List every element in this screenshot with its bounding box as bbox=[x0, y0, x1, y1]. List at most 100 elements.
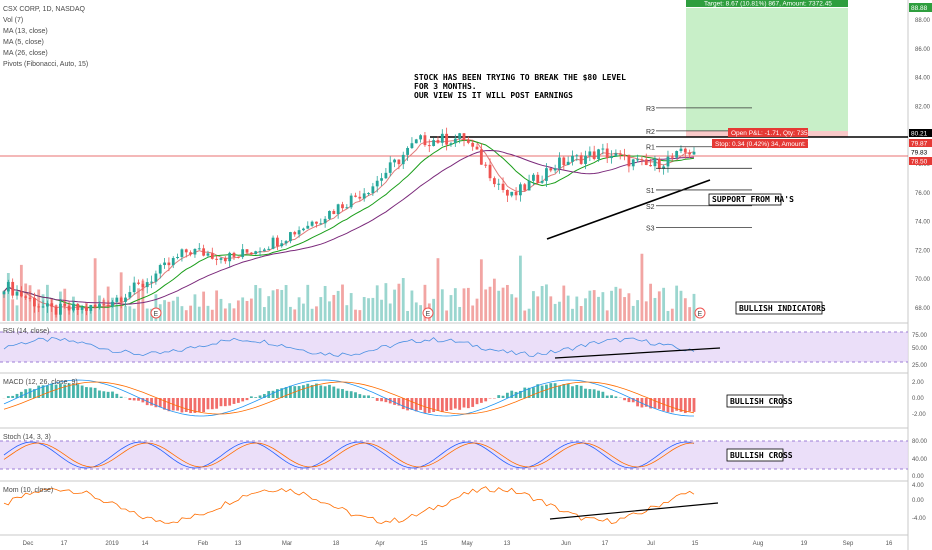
volume-bar bbox=[15, 305, 19, 321]
candle bbox=[501, 183, 505, 190]
volume-bar bbox=[562, 285, 566, 321]
candle bbox=[662, 166, 666, 169]
candle bbox=[171, 258, 175, 266]
volume-bar bbox=[553, 303, 557, 321]
candle bbox=[141, 283, 145, 288]
macd-bar bbox=[527, 387, 531, 398]
macd-bar bbox=[319, 385, 323, 398]
macd-bar bbox=[636, 398, 639, 407]
volume-bar bbox=[432, 298, 436, 321]
macd-bar bbox=[445, 398, 449, 411]
svg-text:80.00: 80.00 bbox=[912, 439, 928, 445]
macd-bar bbox=[158, 398, 162, 408]
time-tick: Feb bbox=[198, 541, 209, 547]
macd-bar bbox=[6, 396, 10, 398]
candle bbox=[527, 180, 531, 191]
macd-bar bbox=[371, 397, 375, 398]
macd-bar bbox=[115, 393, 119, 398]
candle bbox=[475, 146, 479, 150]
macd-bar bbox=[45, 385, 49, 398]
candle bbox=[258, 251, 262, 253]
price-axis[interactable]: 88.0086.0084.0082.0080.0078.0076.0074.00… bbox=[909, 3, 932, 312]
volume-bar bbox=[180, 306, 184, 321]
candle bbox=[341, 204, 344, 209]
macd-bar bbox=[349, 391, 353, 398]
candle bbox=[106, 305, 110, 307]
candle bbox=[289, 232, 292, 242]
candle bbox=[275, 237, 279, 247]
volume-bar bbox=[302, 303, 305, 321]
candle bbox=[93, 304, 97, 308]
volume-bar bbox=[197, 306, 201, 321]
volume-bar bbox=[688, 307, 692, 321]
candle bbox=[267, 248, 271, 250]
macd-bar bbox=[354, 392, 357, 398]
price-flag bbox=[909, 3, 932, 12]
macd-bar bbox=[32, 389, 36, 398]
svg-text:-4.00: -4.00 bbox=[912, 516, 926, 522]
macd-bar bbox=[193, 398, 197, 413]
candle bbox=[202, 248, 206, 256]
earnings-marker-2[interactable]: E bbox=[422, 307, 434, 319]
macd-bar bbox=[553, 383, 557, 398]
volume-bar bbox=[349, 293, 353, 321]
volume-bar bbox=[115, 304, 119, 321]
candle bbox=[488, 164, 492, 179]
macd-bullish-cross-label: BULLISH CROSS bbox=[730, 397, 793, 406]
macd-bar bbox=[11, 395, 15, 398]
candle bbox=[154, 273, 158, 282]
legend-pivots: Pivots (Fibonacci, Auto, 15) bbox=[3, 61, 88, 68]
volume-bar bbox=[184, 310, 188, 321]
candle bbox=[102, 304, 106, 306]
macd-bar bbox=[232, 398, 236, 404]
macd-bar bbox=[197, 398, 201, 413]
candle bbox=[510, 191, 514, 196]
volume-bar bbox=[605, 310, 609, 321]
volume-bar bbox=[501, 287, 505, 321]
time-axis[interactable]: Dec 17 2019 14 Feb 13 Mar 18 Apr 15 May 13 Jun 17 Jul 1… bbox=[23, 541, 893, 547]
macd-bar bbox=[206, 398, 210, 410]
legend-title: CSX CORP, 1D, NASDAQ bbox=[3, 6, 86, 13]
macd-bar bbox=[414, 398, 418, 412]
volume-bar bbox=[510, 294, 514, 321]
volume-bar bbox=[527, 308, 531, 321]
rsi-label: RSI (14, close) bbox=[3, 328, 49, 335]
macd-bar bbox=[76, 384, 80, 398]
macd-bar bbox=[610, 395, 613, 398]
volume-bar bbox=[289, 306, 292, 321]
volume-bar bbox=[319, 297, 323, 321]
volume-bar bbox=[571, 308, 574, 321]
volume-bar bbox=[137, 288, 140, 321]
macd-bar bbox=[657, 398, 661, 409]
volume-bar bbox=[102, 299, 106, 321]
candle bbox=[484, 164, 488, 166]
volume-bar bbox=[532, 291, 535, 321]
earnings-marker-1[interactable]: E bbox=[150, 307, 162, 319]
ma-5-line bbox=[3, 138, 695, 309]
candle bbox=[640, 159, 644, 161]
candle bbox=[367, 193, 370, 195]
volume-bar bbox=[479, 259, 483, 321]
macd-bar bbox=[501, 395, 505, 398]
macd-line bbox=[3, 379, 694, 417]
candle bbox=[280, 243, 284, 247]
volume-bar bbox=[241, 297, 245, 321]
candle bbox=[228, 252, 232, 262]
candle bbox=[358, 196, 362, 199]
macd-bar bbox=[28, 388, 32, 398]
volume-bar bbox=[445, 310, 449, 321]
candle bbox=[323, 218, 327, 224]
price-tick: 84.00 bbox=[915, 76, 931, 82]
candle bbox=[349, 195, 353, 208]
volume-bar bbox=[24, 283, 28, 321]
volume-bar bbox=[662, 287, 666, 321]
volume-bar bbox=[128, 306, 132, 321]
earnings-marker-3[interactable]: E bbox=[694, 307, 706, 319]
svg-text:0.00: 0.00 bbox=[912, 396, 924, 402]
macd-bar bbox=[306, 383, 310, 398]
candle bbox=[310, 221, 314, 226]
candle bbox=[197, 248, 201, 250]
candle bbox=[332, 210, 336, 214]
macd-bar bbox=[289, 385, 292, 398]
